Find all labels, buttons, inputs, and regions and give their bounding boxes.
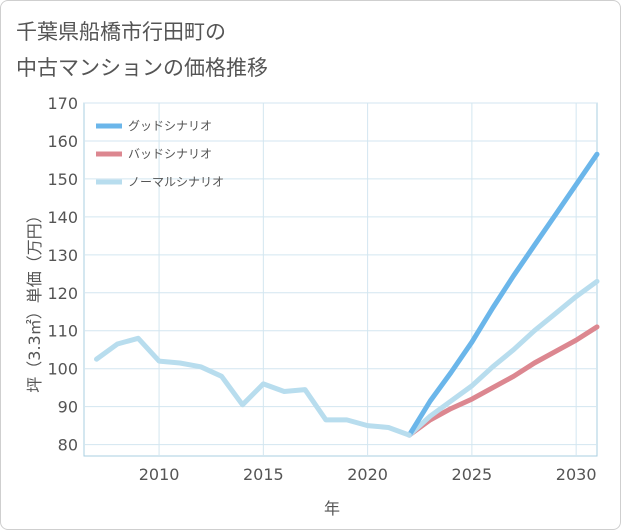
series-line-good bbox=[406, 151, 600, 438]
x-axis-label: 年 bbox=[324, 499, 340, 518]
series-line-normal bbox=[406, 278, 600, 438]
grid-lines bbox=[84, 102, 597, 456]
x-tick-label: 2020 bbox=[347, 465, 388, 484]
y-tick-label: 90 bbox=[58, 398, 78, 417]
series-lines bbox=[94, 151, 600, 438]
series-line-historical bbox=[94, 335, 412, 438]
y-axis-ticks: 80 90 100 110 120 130 140 150 160 170 bbox=[47, 94, 78, 455]
legend-label-good: グッドシナリオ bbox=[128, 119, 212, 133]
x-tick-label: 2010 bbox=[139, 465, 180, 484]
y-tick-label: 120 bbox=[47, 284, 78, 303]
y-tick-label: 170 bbox=[47, 94, 78, 113]
chart-title-line-1: 千葉県船橋市行田町の bbox=[16, 20, 226, 44]
y-tick-label: 110 bbox=[47, 322, 78, 341]
x-tick-label: 2025 bbox=[452, 465, 493, 484]
chart-title-line-2: 中古マンションの価格推移 bbox=[16, 56, 268, 80]
x-tick-label: 2015 bbox=[243, 465, 284, 484]
chart-title: 千葉県船橋市行田町の 中古マンションの価格推移 bbox=[16, 14, 268, 86]
y-axis-label: 坪（3.3㎡）単価（万円） bbox=[25, 207, 44, 392]
y-tick-label: 160 bbox=[47, 132, 78, 151]
x-axis-ticks: 2010 2015 2020 2025 2030 bbox=[139, 465, 597, 484]
y-tick-label: 130 bbox=[47, 246, 78, 265]
series-line-bad bbox=[406, 324, 600, 438]
y-tick-label: 140 bbox=[47, 208, 78, 227]
y-tick-label: 150 bbox=[47, 170, 78, 189]
legend-label-bad: バッドシナリオ bbox=[128, 147, 212, 161]
legend-label-normal: ノーマルシナリオ bbox=[128, 175, 224, 189]
x-tick-label: 2030 bbox=[556, 465, 597, 484]
y-tick-label: 80 bbox=[58, 436, 78, 455]
y-tick-label: 100 bbox=[47, 360, 78, 379]
